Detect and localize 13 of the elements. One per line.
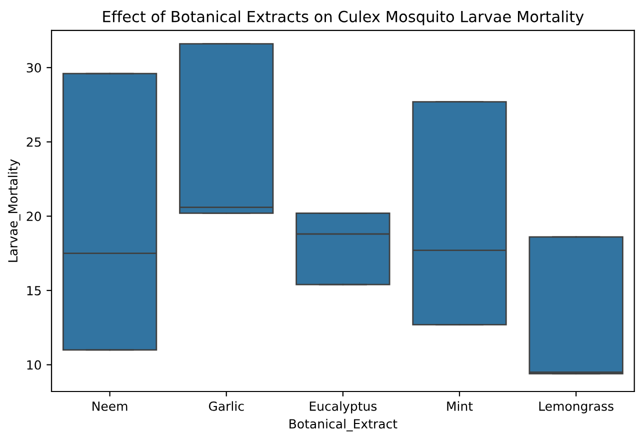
y-tick-label: 30 [26,63,41,73]
x-tick-label: Mint [447,401,473,411]
x-axis-title: Botanical_Extract [290,418,398,432]
x-tick-label: Eucalyptus [310,401,377,414]
y-tick-label: 10 [27,360,41,370]
y-tick-label: 25 [26,137,41,147]
chart-title: Effect of Botanical Extracts on Culex Mosquito Larvae Mortality [103,10,584,26]
x-tick-label: Lemongrass [539,402,614,414]
x-tick-label: Neem [92,402,128,411]
y-tick-label: 20 [26,212,41,222]
x-tick-label: Garlic [208,401,244,411]
y-axis-title: Larvae_Mortality [8,159,20,262]
y-tick-label: 15 [27,286,41,296]
